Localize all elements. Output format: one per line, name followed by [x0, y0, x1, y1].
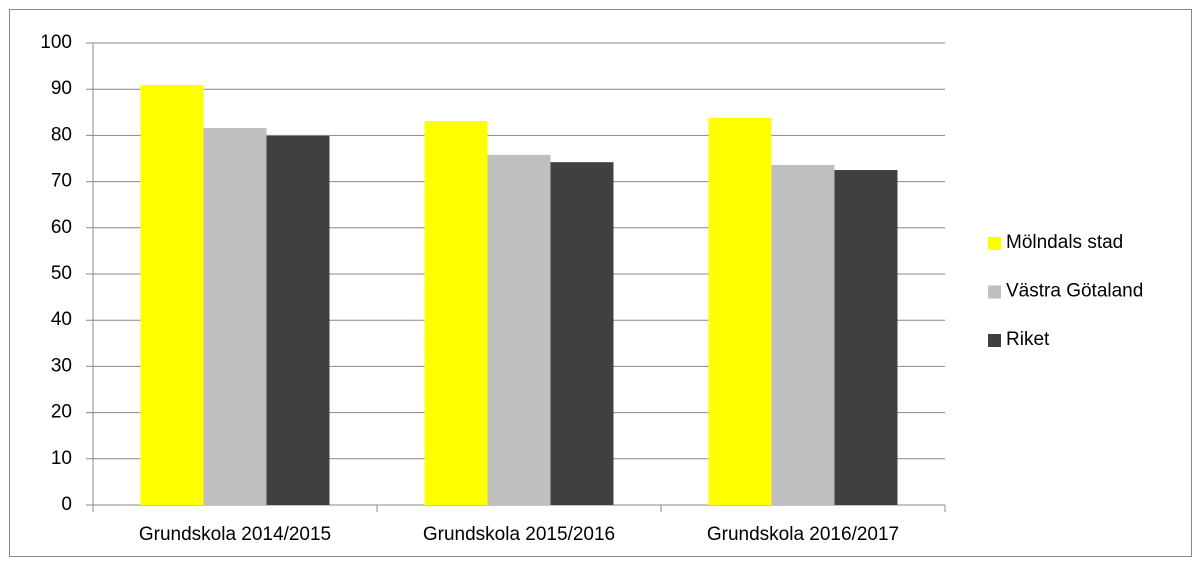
bar	[266, 135, 330, 505]
x-tick-label: Grundskola 2016/2017	[707, 524, 899, 545]
bar	[834, 170, 898, 506]
y-tick-label: 0	[61, 494, 72, 515]
x-tick-label: Grundskola 2014/2015	[139, 524, 331, 545]
bar	[550, 162, 614, 506]
bar	[487, 154, 551, 505]
y-tick-label: 90	[51, 78, 72, 99]
x-tick-label: Grundskola 2015/2016	[423, 524, 615, 545]
legend-label: Riket	[1006, 329, 1050, 350]
legend-swatch	[988, 285, 1001, 299]
legend-swatch	[988, 334, 1001, 347]
y-tick-label: 70	[51, 171, 72, 192]
y-tick-label: 40	[51, 309, 72, 330]
bar	[140, 85, 204, 506]
bar	[203, 128, 267, 505]
bar	[708, 117, 772, 506]
bar	[424, 121, 488, 505]
y-tick-label: 80	[51, 124, 72, 145]
y-tick-label: 60	[51, 217, 72, 238]
y-tick-label: 10	[51, 448, 72, 469]
legend-label: Mölndals stad	[1006, 232, 1123, 253]
y-tick-label: 100	[40, 32, 72, 53]
y-tick-label: 30	[51, 355, 72, 376]
legend-label: Västra Götaland	[1006, 281, 1143, 302]
legend-swatch	[988, 237, 1001, 250]
bar	[771, 164, 835, 505]
y-tick-label: 20	[51, 402, 72, 423]
y-tick-label: 50	[51, 263, 72, 284]
